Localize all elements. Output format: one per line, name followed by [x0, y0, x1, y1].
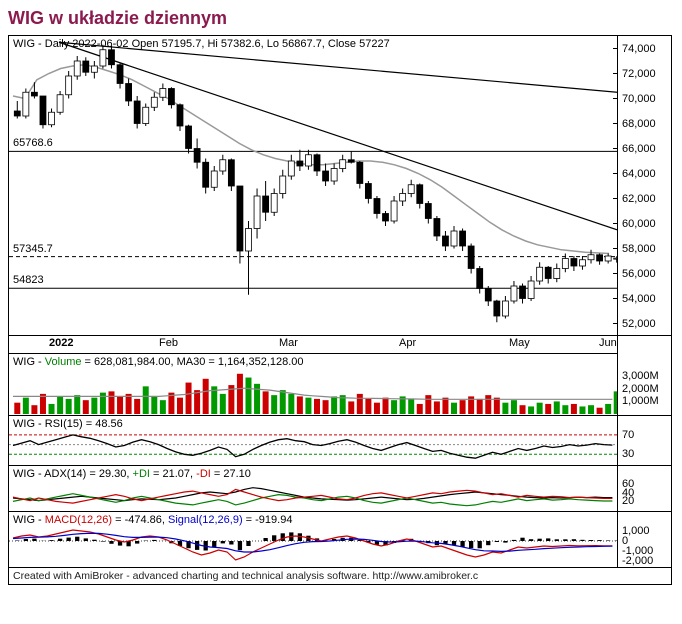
macd-header: WIG - MACD(12,26) = -474.86, Signal(12,2…	[13, 514, 292, 526]
macd-panel: WIG - MACD(12,26) = -474.86, Signal(12,2…	[9, 512, 671, 568]
price-svg	[9, 36, 617, 336]
chart-title: WIG w układzie dziennym	[8, 8, 674, 29]
volume-panel: WIG - Volume = 628,081,984.00, MA30 = 1,…	[9, 354, 671, 416]
adx-header: WIG - ADX(14) = 29.30, +DI = 21.07, -DI …	[13, 468, 251, 480]
adx-yaxis: 204060	[617, 466, 671, 511]
price-header: WIG - Daily 2022-06-02 Open 57195.7, Hi …	[13, 38, 390, 50]
adx-panel: WIG - ADX(14) = 29.30, +DI = 21.07, -DI …	[9, 466, 671, 512]
price-yaxis: 52,00054,00056,00058,00060,00062,00064,0…	[617, 36, 671, 335]
volume-header: WIG - Volume = 628,081,984.00, MA30 = 1,…	[13, 356, 304, 368]
rsi-header: WIG - RSI(15) = 48.56	[13, 418, 123, 430]
time-axis: 2022FebMarAprMayJun	[9, 336, 671, 354]
chart-container: WIG - Daily 2022-06-02 Open 57195.7, Hi …	[8, 35, 672, 585]
volume-yaxis: 1,000M2,000M3,000M	[617, 354, 671, 415]
macd-yaxis: -2,000-1,00001,000	[617, 512, 671, 567]
footer-credit: Created with AmiBroker - advanced charti…	[9, 568, 671, 584]
price-panel: WIG - Daily 2022-06-02 Open 57195.7, Hi …	[9, 36, 671, 336]
rsi-yaxis: 3070	[617, 416, 671, 465]
rsi-panel: WIG - RSI(15) = 48.56 3070	[9, 416, 671, 466]
